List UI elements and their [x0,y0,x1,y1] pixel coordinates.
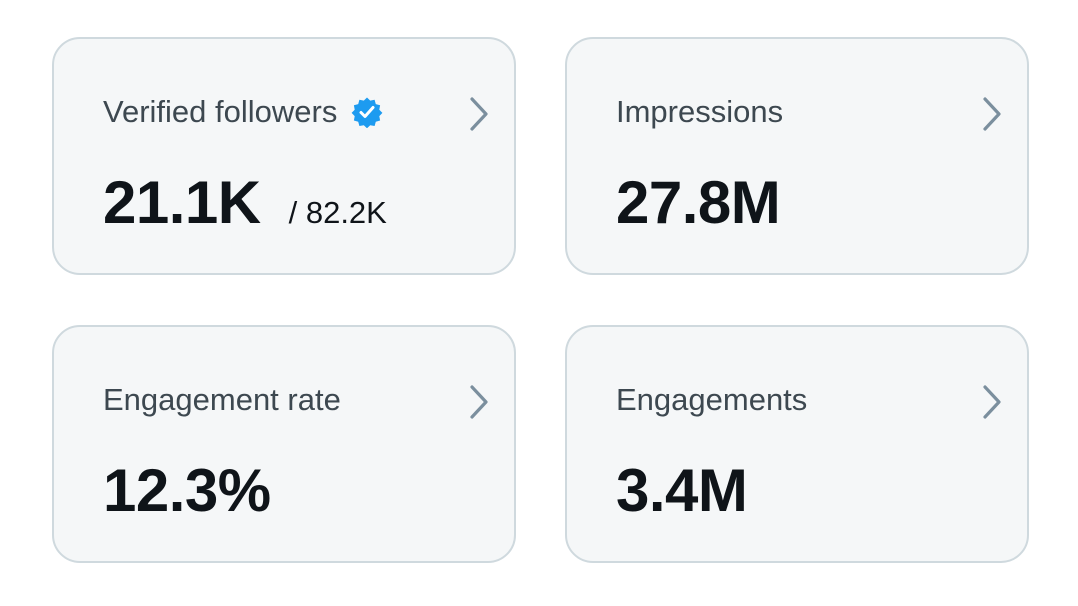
stat-card-engagements[interactable]: Engagements 3.4M [565,325,1029,563]
stat-card-title: Engagement rate [103,380,341,420]
stat-card-values: 12.3% [103,457,271,525]
stat-card-label: Verified followers [103,94,338,129]
stat-card-engagement-rate[interactable]: Engagement rate 12.3% [52,325,516,563]
stat-card-verified-followers[interactable]: Verified followers 21.1K / 82.2K [52,37,516,275]
chevron-right-icon[interactable] [468,384,490,420]
stat-card-value: 12.3% [103,457,271,524]
chevron-right-icon[interactable] [981,384,1003,420]
stat-card-value: 27.8M [616,169,781,236]
verified-badge-icon [351,96,383,129]
stat-card-label: Impressions [616,94,784,129]
stat-card-values: 27.8M [616,169,781,237]
stat-card-title: Impressions [616,92,783,132]
stat-card-label: Engagements [616,382,808,417]
chevron-right-icon[interactable] [981,96,1003,132]
stat-card-values: 21.1K / 82.2K [103,169,387,237]
stat-card-label: Engagement rate [103,382,341,417]
stat-card-value: 3.4M [616,457,748,524]
stat-card-title: Engagements [616,380,807,420]
stat-card-impressions[interactable]: Impressions 27.8M [565,37,1029,275]
chevron-right-icon[interactable] [468,96,490,132]
stat-card-value: 21.1K [103,169,261,236]
stat-card-values: 3.4M [616,457,748,525]
stat-card-title: Verified followers [103,92,383,132]
stat-card-total: / 82.2K [288,195,387,230]
